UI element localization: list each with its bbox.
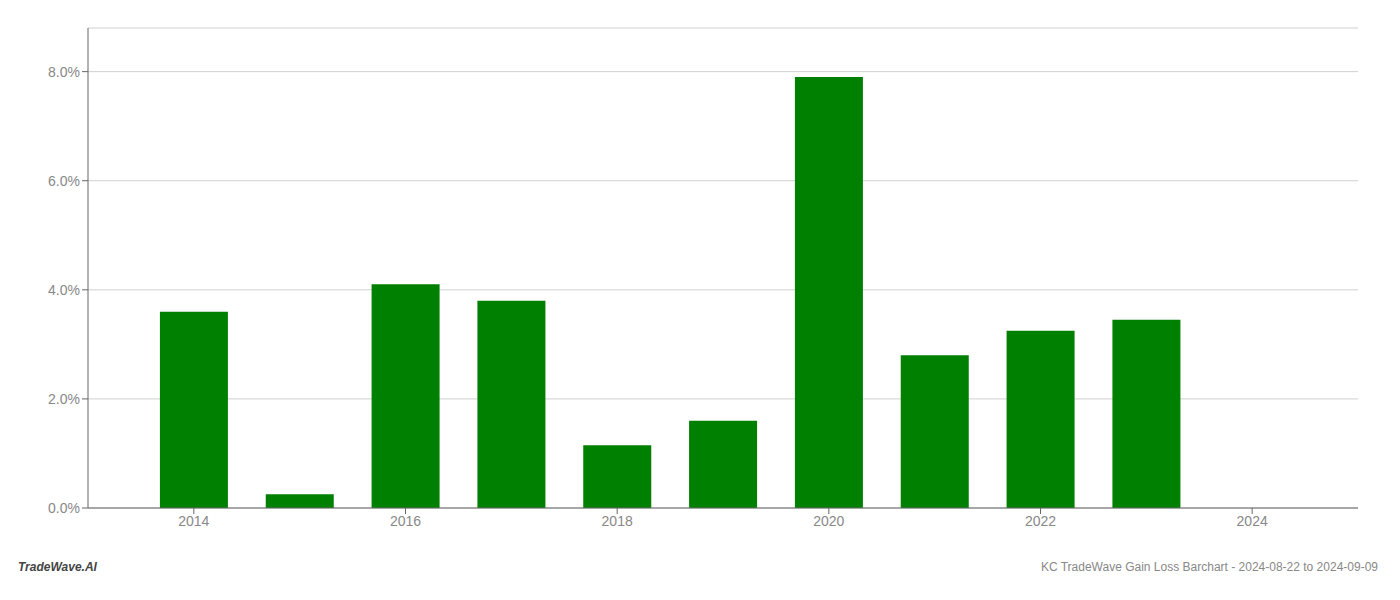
svg-text:2014: 2014 <box>178 513 209 529</box>
svg-text:2020: 2020 <box>813 513 844 529</box>
svg-text:4.0%: 4.0% <box>48 282 80 298</box>
svg-text:2022: 2022 <box>1025 513 1056 529</box>
svg-text:6.0%: 6.0% <box>48 173 80 189</box>
svg-text:8.0%: 8.0% <box>48 64 80 80</box>
svg-text:2024: 2024 <box>1237 513 1268 529</box>
svg-text:2.0%: 2.0% <box>48 391 80 407</box>
svg-text:0.0%: 0.0% <box>48 500 80 516</box>
svg-text:2016: 2016 <box>390 513 421 529</box>
html-text:KC TradeWave Gain Loss Barchar: KC TradeWave Gain Loss Barchart - 2024-0… <box>1040 560 1378 574</box>
html-text:TradeWave.AI: TradeWave.AI <box>18 560 97 574</box>
svg-text:2018: 2018 <box>602 513 633 529</box>
